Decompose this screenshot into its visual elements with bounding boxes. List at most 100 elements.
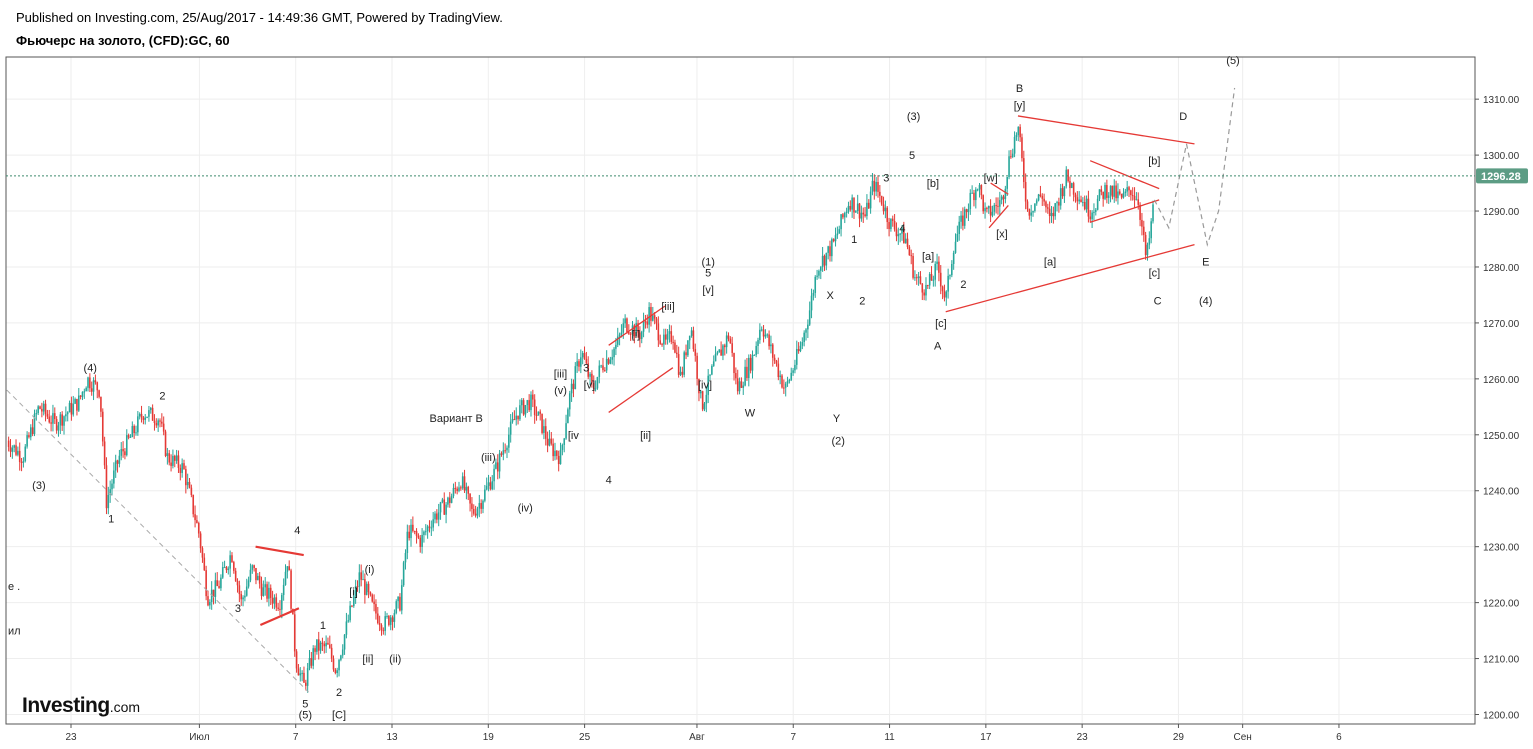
candle-body bbox=[391, 617, 394, 622]
candle-body bbox=[127, 435, 130, 438]
candle-body bbox=[400, 585, 403, 611]
candle-body bbox=[807, 324, 809, 330]
candle-body bbox=[382, 630, 385, 632]
candle-body bbox=[264, 584, 267, 588]
candle-body bbox=[469, 493, 471, 504]
candle-body bbox=[220, 577, 222, 589]
candle-body bbox=[866, 202, 868, 217]
candle-body bbox=[20, 461, 23, 463]
candle-body bbox=[1065, 169, 1068, 187]
candle-body bbox=[48, 416, 51, 423]
wave-label: X bbox=[826, 290, 834, 302]
candle-body bbox=[812, 292, 815, 296]
candle-body bbox=[799, 345, 802, 352]
candle-body bbox=[1035, 200, 1038, 204]
candle-body bbox=[943, 291, 946, 298]
candle-body bbox=[565, 423, 567, 439]
candle-body bbox=[1011, 153, 1014, 158]
candle-body bbox=[605, 358, 608, 371]
candle-body bbox=[161, 421, 163, 424]
candle-body bbox=[244, 595, 246, 598]
candle-body bbox=[845, 211, 848, 214]
candle-body bbox=[210, 589, 213, 602]
candle-body bbox=[1030, 212, 1032, 216]
candle-body bbox=[1039, 194, 1042, 197]
candle-body bbox=[552, 443, 554, 457]
candle-body bbox=[908, 246, 911, 256]
trendline bbox=[945, 243, 1195, 313]
candle-body bbox=[899, 233, 901, 235]
candle-body bbox=[46, 413, 49, 417]
candle-body bbox=[353, 596, 355, 607]
wave-label: [v] bbox=[584, 379, 596, 391]
candle-body bbox=[1076, 197, 1079, 202]
candle-body bbox=[144, 417, 147, 420]
candle-body bbox=[679, 371, 682, 375]
candle-body bbox=[214, 580, 217, 597]
candle-body bbox=[589, 373, 591, 377]
candle-body bbox=[334, 669, 337, 674]
candle-body bbox=[1050, 212, 1053, 217]
candle-body bbox=[371, 594, 374, 602]
candle-body bbox=[229, 555, 231, 569]
candle-body bbox=[258, 575, 261, 584]
candle-body bbox=[1142, 226, 1145, 235]
candle-body bbox=[975, 189, 977, 201]
candle-body bbox=[498, 453, 501, 472]
candle-body bbox=[698, 379, 700, 394]
trendlines bbox=[6, 115, 1195, 693]
y-tick-label: 1260.00 bbox=[1483, 375, 1520, 386]
wave-label: [c] bbox=[935, 318, 947, 330]
candle-body bbox=[790, 372, 793, 380]
candle-body bbox=[842, 214, 844, 218]
candle-body bbox=[251, 565, 254, 570]
candle-body bbox=[993, 205, 996, 212]
candle-body bbox=[399, 596, 401, 611]
wave-label: ил bbox=[8, 626, 21, 638]
candle-body bbox=[1078, 199, 1080, 202]
candle-body bbox=[939, 272, 942, 287]
candle-body bbox=[784, 383, 787, 388]
candle-body bbox=[293, 614, 296, 652]
candle-body bbox=[1139, 204, 1141, 220]
candle-body bbox=[696, 355, 698, 380]
wave-label: 2 bbox=[159, 391, 165, 403]
candle-body bbox=[186, 481, 189, 486]
candle-body bbox=[1117, 191, 1119, 199]
candle-body bbox=[428, 526, 431, 528]
candle-body bbox=[362, 579, 364, 581]
candle-body bbox=[1146, 244, 1149, 256]
candle-body bbox=[70, 402, 73, 415]
candle-body bbox=[666, 333, 669, 340]
trendline bbox=[1089, 160, 1160, 190]
candle-body bbox=[856, 203, 859, 211]
candle-body bbox=[151, 407, 154, 421]
candle-body bbox=[914, 277, 916, 279]
candle-body bbox=[1096, 198, 1099, 210]
candle-body bbox=[958, 221, 961, 234]
candle-body bbox=[731, 343, 733, 353]
candle-body bbox=[478, 503, 481, 509]
candle-body bbox=[426, 526, 429, 532]
candle-body bbox=[496, 462, 499, 472]
candle-body bbox=[1061, 188, 1064, 197]
candle-body bbox=[369, 592, 372, 595]
candle-body bbox=[729, 338, 732, 344]
candle-body bbox=[98, 390, 100, 397]
candle-body bbox=[962, 215, 964, 226]
candle-body bbox=[1089, 216, 1092, 220]
last-price-label: 1296.28 bbox=[1481, 171, 1521, 183]
candle-body bbox=[591, 373, 593, 383]
wave-label: 1 bbox=[108, 514, 114, 526]
wave-label: 4 bbox=[899, 223, 905, 235]
candle-body bbox=[832, 239, 835, 242]
candle-body bbox=[890, 218, 892, 229]
candle-body bbox=[692, 330, 695, 350]
y-tick-label: 1280.00 bbox=[1483, 263, 1520, 274]
candle-body bbox=[694, 349, 697, 356]
candle-body bbox=[847, 205, 850, 212]
wave-label: D bbox=[1179, 111, 1187, 123]
candle-body bbox=[209, 601, 211, 606]
candle-body bbox=[77, 395, 80, 411]
